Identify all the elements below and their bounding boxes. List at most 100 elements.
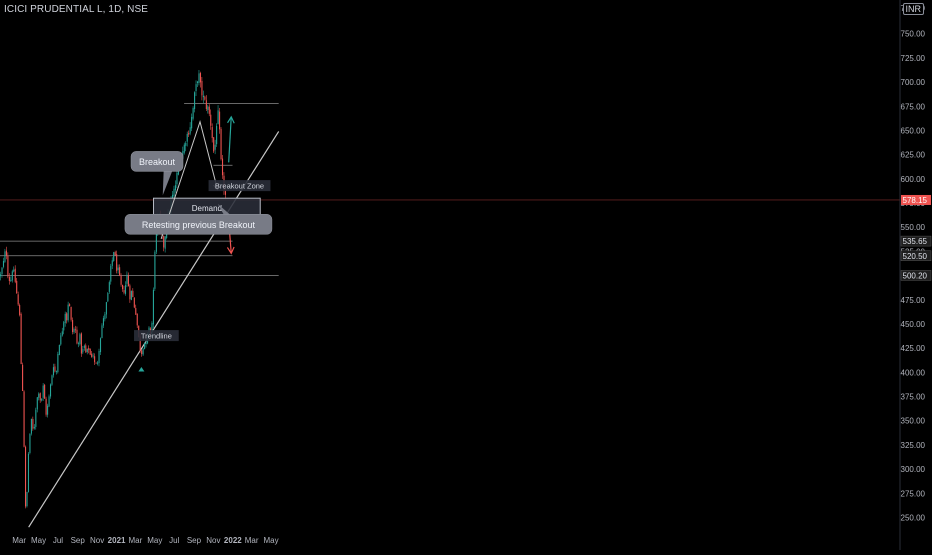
y-tick-label: 750.00: [901, 30, 926, 39]
candle-down: [24, 446, 27, 507]
candle-down: [188, 132, 190, 135]
candle-down: [23, 391, 25, 447]
candle-down: [135, 308, 137, 315]
x-tick-label: Mar: [245, 536, 259, 545]
y-tick-label: 700.00: [901, 78, 926, 87]
candle-up: [155, 231, 157, 252]
candle-up: [51, 375, 53, 385]
candle-up: [186, 133, 188, 142]
y-tick-label: 350.00: [901, 417, 926, 426]
y-tick-label: 650.00: [901, 126, 926, 135]
candle-up: [92, 355, 94, 357]
candle-up: [202, 95, 204, 98]
demand-zone-label: Demand: [192, 204, 222, 213]
candle-down: [19, 305, 21, 315]
candle-up: [113, 252, 115, 262]
candle-up: [117, 267, 119, 271]
candle-up: [30, 418, 32, 434]
candle-up: [176, 173, 178, 185]
candle-down: [76, 329, 78, 344]
candle-down: [132, 290, 134, 297]
candle-down: [70, 307, 72, 320]
candle-down: [133, 297, 135, 308]
candle-up: [101, 325, 103, 338]
y-tick-label: 300.00: [901, 465, 926, 474]
x-tick-label: May: [147, 536, 162, 545]
callout-box: [130, 151, 184, 172]
candle-down: [66, 313, 68, 321]
price-level-badge: [900, 250, 932, 262]
candle-down: [213, 137, 215, 152]
candle-up: [105, 302, 107, 315]
candle-up: [196, 81, 199, 83]
candle-up: [83, 345, 85, 348]
x-tick-label: Jul: [53, 536, 63, 545]
candle-up: [61, 331, 63, 336]
up-arrowhead: [227, 115, 235, 124]
symbol-title: ICICI PRUDENTIAL L, 1D, NSE: [4, 4, 149, 15]
y-tick-label: 475.00: [901, 296, 926, 305]
down-arrowhead: [226, 246, 235, 255]
x-tick-label: Sep: [187, 536, 202, 545]
price-level-label: 578.15: [903, 196, 928, 205]
candle-down: [139, 336, 141, 351]
candle-down: [91, 353, 93, 357]
price-level-label: 535.65: [903, 237, 928, 246]
candle-up: [79, 334, 81, 345]
candle-up: [164, 236, 166, 249]
y-tick-label: 325.00: [901, 441, 926, 450]
candle-up: [194, 92, 196, 110]
x-tick-label: Jul: [169, 536, 179, 545]
x-tick-label: Mar: [12, 536, 26, 545]
candle-up: [152, 289, 154, 325]
candle-up: [29, 433, 31, 453]
candle-down: [210, 114, 212, 126]
last-price-badge: [901, 194, 931, 205]
candle-up: [97, 362, 99, 364]
candle-up: [82, 348, 84, 353]
candle-down: [95, 362, 97, 364]
candle-down: [32, 419, 34, 429]
candle-down: [14, 268, 16, 282]
x-tick-label: Mar: [128, 536, 142, 545]
candle-up: [108, 282, 110, 292]
candle-down: [17, 294, 19, 305]
candle-up: [67, 304, 69, 321]
y-tick-label: 425.00: [901, 344, 926, 353]
candle-up: [192, 108, 194, 119]
candle-down: [5, 250, 7, 256]
callout-text: Retesting previous Breakout: [142, 220, 256, 230]
candle-up: [11, 271, 13, 281]
candle-down: [136, 313, 138, 326]
candle-down: [69, 304, 71, 306]
candle-up: [57, 353, 59, 373]
candle-up: [10, 279, 12, 282]
candle-up: [148, 327, 150, 332]
tag-text: Breakout Zone: [215, 182, 264, 191]
candle-down: [211, 127, 213, 138]
candle-down: [221, 158, 224, 176]
candle-up: [189, 127, 191, 134]
candle-up: [99, 338, 102, 353]
pivot-marker: [138, 366, 145, 372]
candle-up: [55, 371, 57, 372]
candle-up: [174, 185, 177, 191]
candle-up: [33, 427, 35, 429]
candle-up: [0, 274, 2, 277]
candle-down: [163, 236, 165, 248]
candle-up: [151, 323, 153, 335]
candle-up: [1, 267, 3, 274]
currency-badge[interactable]: INR: [902, 3, 924, 15]
candle-down: [204, 96, 206, 100]
candle-up: [126, 274, 128, 284]
candle-up: [49, 384, 52, 397]
candle-down: [119, 267, 121, 276]
candle-down: [224, 190, 227, 195]
candle-up: [41, 398, 43, 401]
price-level-badge: [900, 235, 932, 247]
candle-down: [16, 280, 18, 294]
candle-up: [60, 335, 62, 345]
candle-down: [122, 284, 124, 290]
